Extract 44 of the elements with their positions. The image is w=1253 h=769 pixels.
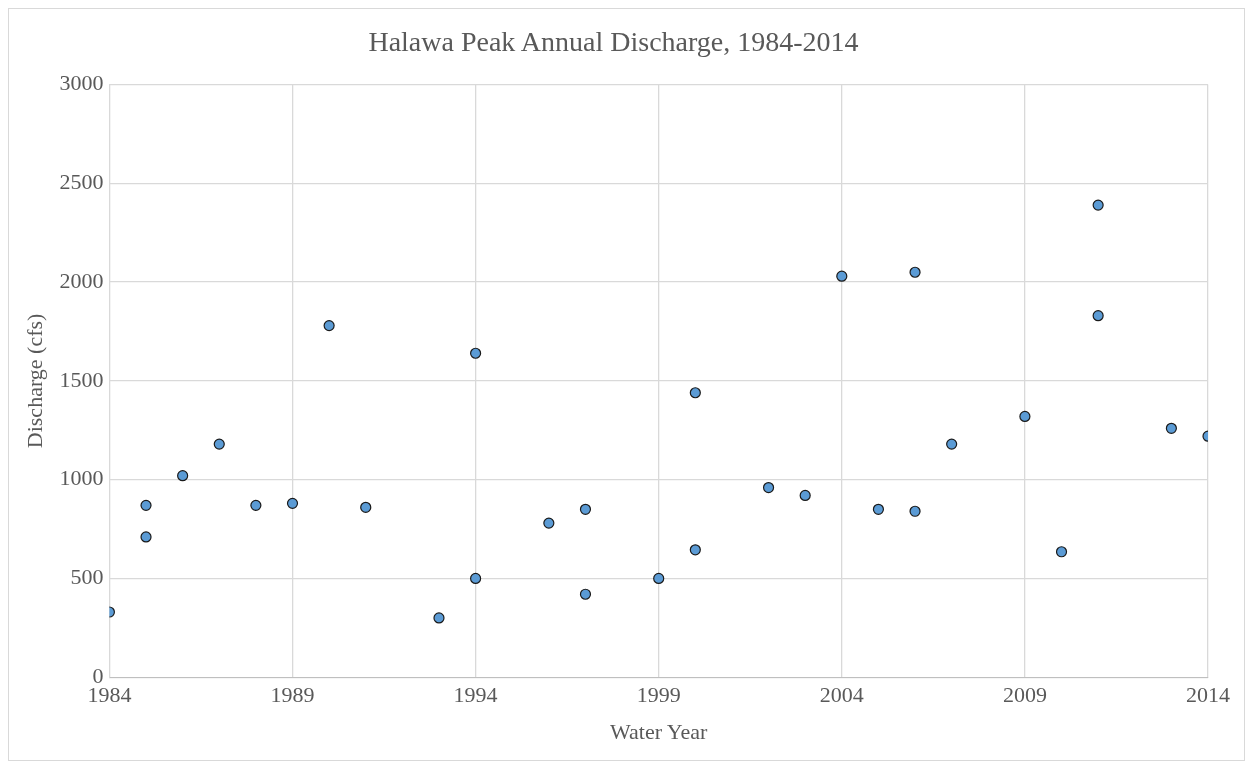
y-tick-label: 2500 xyxy=(59,169,104,195)
y-tick-label: 3000 xyxy=(59,70,104,96)
point xyxy=(689,387,701,399)
point xyxy=(946,438,958,450)
y-tick-label: 500 xyxy=(70,564,104,590)
x-tick-label: 1999 xyxy=(636,682,681,708)
point xyxy=(470,572,482,585)
y-tick-label: 1500 xyxy=(59,366,104,392)
point xyxy=(1055,546,1068,558)
point xyxy=(286,497,299,509)
point xyxy=(836,270,848,282)
x-tick-label: 1989 xyxy=(270,682,315,708)
point xyxy=(579,588,592,600)
point xyxy=(140,531,152,543)
y-axis-title: Discharge (cfs) xyxy=(21,313,47,449)
point xyxy=(140,499,152,511)
point xyxy=(1092,310,1104,322)
x-axis-title: Water Year xyxy=(610,718,708,744)
point xyxy=(177,470,189,482)
point xyxy=(323,319,335,332)
point xyxy=(689,544,701,556)
point xyxy=(872,503,885,515)
point xyxy=(433,612,445,624)
x-tick-label: 1994 xyxy=(453,682,498,708)
point xyxy=(250,499,262,511)
point xyxy=(1165,422,1177,434)
point xyxy=(799,489,811,502)
point xyxy=(909,266,921,278)
y-tick-label: 1000 xyxy=(59,465,104,491)
point xyxy=(470,347,482,359)
point xyxy=(543,517,555,529)
x-tick-label: 2004 xyxy=(819,682,864,708)
point xyxy=(1019,410,1031,423)
point xyxy=(213,438,225,450)
y-tick-label: 2000 xyxy=(59,267,104,293)
point xyxy=(762,481,775,494)
point xyxy=(653,572,665,585)
x-tick-label: 2009 xyxy=(1002,682,1047,708)
point xyxy=(1092,199,1104,211)
chart-title: Halawa Peak Annual Discharge, 1984-2014 xyxy=(368,26,859,58)
point xyxy=(909,505,921,517)
point xyxy=(360,501,372,513)
point xyxy=(579,503,592,515)
x-tick-label: 2014 xyxy=(1186,682,1230,708)
